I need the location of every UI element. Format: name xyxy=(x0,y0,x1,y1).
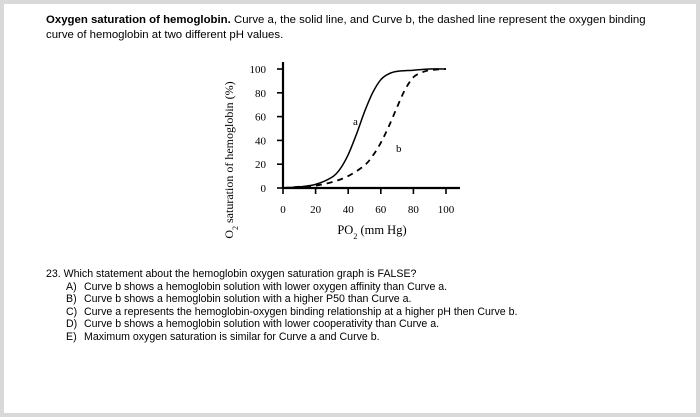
y-axis-label: O2 saturation of hemoglobin (%) xyxy=(222,81,240,238)
frame-left xyxy=(0,0,4,417)
intro-text: Curve a, the solid line, and Curve b, th… xyxy=(46,14,646,41)
chart-curves: ab xyxy=(282,68,447,189)
frame-bottom xyxy=(0,413,700,417)
y-tick-labels: 0 20 40 60 80 100 xyxy=(250,64,283,195)
x-tick-label: 0 xyxy=(280,204,286,216)
answer-option[interactable]: E) Maximum oxygen saturation is similar f… xyxy=(46,331,666,344)
x-tick-label: 100 xyxy=(438,204,455,216)
y-tick-label: 80 xyxy=(255,88,267,100)
answer-option-text: Curve b shows a hemoglobin solution with… xyxy=(84,293,412,306)
x-axis-label: PO2 (mm Hg) xyxy=(337,223,406,241)
answer-option[interactable]: D) Curve b shows a hemoglobin solution wi… xyxy=(46,318,666,331)
curve-a xyxy=(282,68,447,189)
answer-options: A) Curve b shows a hemoglobin solution wi… xyxy=(46,281,666,344)
curve-b xyxy=(282,68,447,189)
answer-option-letter: D) xyxy=(66,318,78,331)
answer-option-letter: B) xyxy=(66,293,77,306)
y-tick-label: 40 xyxy=(255,135,267,147)
y-tick-label: 60 xyxy=(255,112,267,124)
frame-top xyxy=(0,0,700,4)
intro-heading: Oxygen saturation of hemoglobin. xyxy=(46,14,231,26)
answer-option-text: Maximum oxygen saturation is similar for… xyxy=(84,330,380,343)
answer-option-text: Curve a represents the hemoglobin-oxygen… xyxy=(84,305,518,318)
x-tick-label: 80 xyxy=(408,204,420,216)
answer-option[interactable]: A) Curve b shows a hemoglobin solution wi… xyxy=(46,281,666,294)
answer-option-letter: A) xyxy=(66,280,77,293)
y-tick-label: 20 xyxy=(255,159,267,171)
curve-label-b: b xyxy=(396,143,402,155)
intro-paragraph: Oxygen saturation of hemoglobin. Curve a… xyxy=(46,13,646,42)
curve-label-a: a xyxy=(353,116,358,128)
answer-option-letter: C) xyxy=(66,305,78,318)
question-block: 23. Which statement about the hemoglobin… xyxy=(46,268,666,344)
x-tick-label: 60 xyxy=(375,204,387,216)
y-tick-label: 0 xyxy=(261,183,267,195)
answer-option[interactable]: C) Curve a represents the hemoglobin-oxyg… xyxy=(46,306,666,319)
y-tick-label: 100 xyxy=(250,64,267,76)
x-tick-labels: 0 20 40 60 80 100 xyxy=(280,188,455,216)
answer-option[interactable]: B) Curve b shows a hemoglobin solution wi… xyxy=(46,293,666,306)
chart-axes xyxy=(281,62,460,190)
x-tick-label: 40 xyxy=(343,204,355,216)
x-tick-label: 20 xyxy=(310,204,322,216)
answer-option-text: Curve b shows a hemoglobin solution with… xyxy=(84,280,448,293)
answer-option-text: Curve b shows a hemoglobin solution with… xyxy=(84,318,440,331)
answer-option-letter: E) xyxy=(66,330,77,343)
frame-right xyxy=(696,0,700,417)
question-stem: 23. Which statement about the hemoglobin… xyxy=(46,268,417,280)
